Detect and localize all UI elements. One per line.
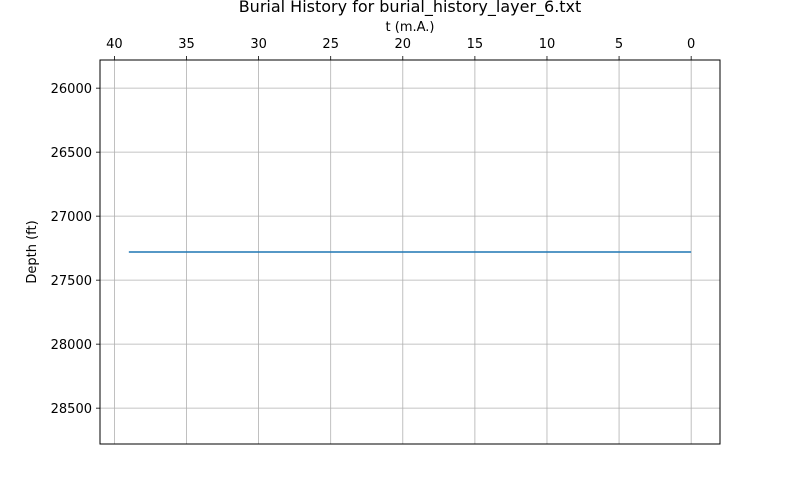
x-tick-label: 20	[395, 37, 412, 52]
x-tick-label: 40	[106, 37, 123, 52]
y-tick-label: 27500	[51, 274, 92, 289]
x-tick-label: 25	[322, 37, 339, 52]
plot-frame	[99, 59, 721, 445]
y-tick-label: 28000	[51, 338, 92, 353]
y-tick-label: 26500	[51, 146, 92, 161]
x-tick-label: 35	[178, 37, 195, 52]
x-tick-label: 10	[539, 37, 556, 52]
x-tick-label: 5	[615, 37, 623, 52]
x-tick-label: 30	[250, 37, 267, 52]
axis-ticks: 40 35 30 25 20 15 10 5 0 26000 26500 27000 27500 2800…	[51, 37, 696, 417]
x-tick-label: 15	[467, 37, 484, 52]
x-tick-label: 0	[687, 37, 695, 52]
chart-title: Burial History for burial_history_layer_…	[239, 0, 582, 17]
y-tick-label: 28500	[51, 402, 92, 417]
y-tick-label: 26000	[51, 82, 92, 97]
x-axis-label: t (m.A.)	[386, 20, 435, 35]
y-tick-label: 27000	[51, 210, 92, 225]
y-axis-label: Depth (ft)	[25, 220, 40, 283]
